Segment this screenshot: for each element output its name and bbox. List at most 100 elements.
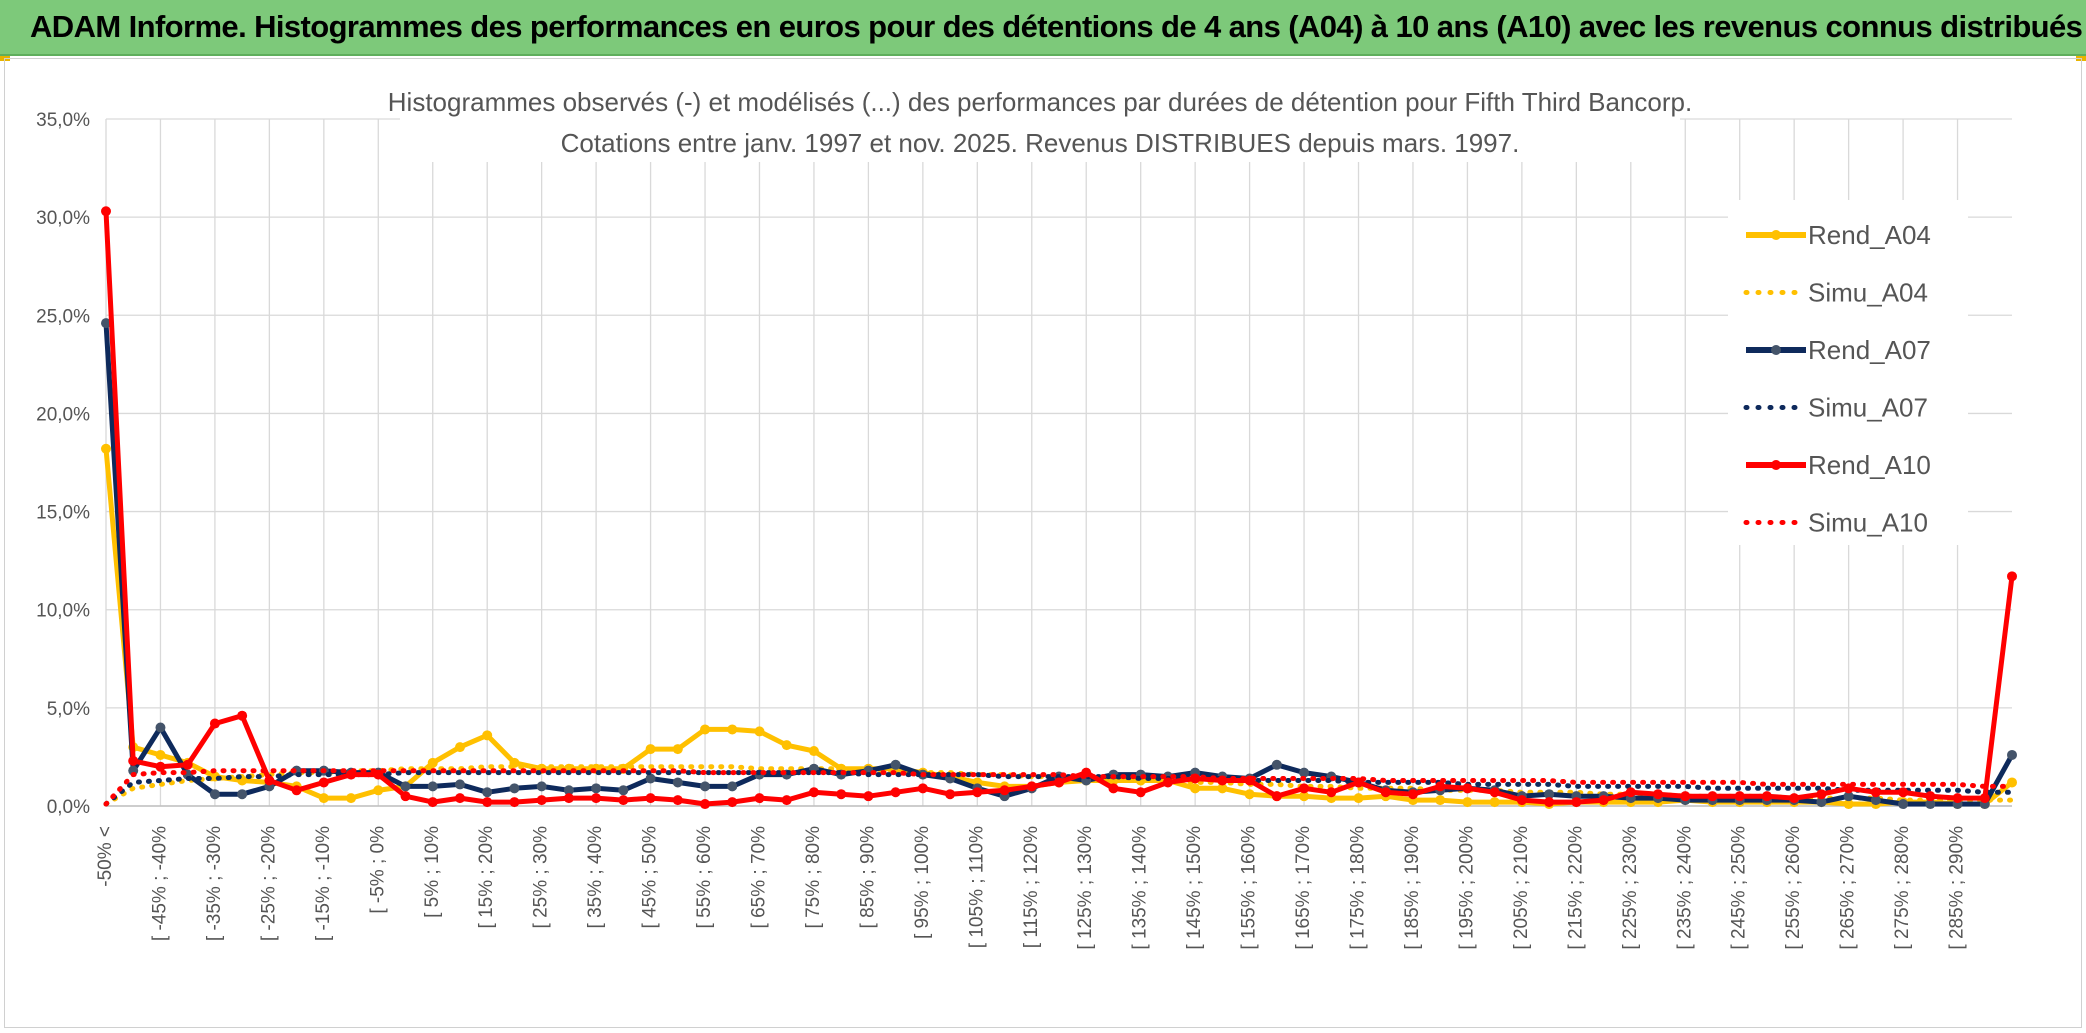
data-point	[1054, 777, 1064, 788]
x-tick-label: [ 155% ; 160%	[1239, 826, 1260, 950]
data-point	[1162, 777, 1173, 788]
data-point	[318, 777, 329, 788]
data-point	[454, 742, 465, 753]
series-layer	[101, 206, 2017, 810]
data-point	[727, 797, 738, 808]
legend-label: Rend_A07	[1808, 335, 1931, 365]
data-point	[1680, 791, 1691, 802]
data-point	[101, 318, 111, 329]
y-tick-label: 5,0%	[47, 699, 90, 720]
data-point	[700, 781, 711, 792]
x-tick-label: [ -25% ; -20%	[258, 826, 279, 941]
data-point	[427, 797, 438, 808]
series-line-rend_a07	[103, 322, 2015, 807]
data-point	[1925, 791, 1936, 802]
data-point	[1952, 793, 1963, 804]
x-tick-label: [ 125% ; 130%	[1075, 826, 1096, 950]
data-point	[346, 793, 357, 804]
data-point	[972, 787, 983, 798]
x-tick-label: [ 275% ; 280%	[1892, 826, 1913, 950]
x-tick-label: [ 255% ; 260%	[1783, 826, 1804, 950]
legend-marker	[1771, 345, 1781, 355]
x-tick-label: [ 285% ; 290%	[1947, 826, 1968, 950]
data-point	[264, 775, 275, 786]
data-point	[1407, 789, 1418, 800]
data-point	[1217, 783, 1228, 794]
x-tick-label: [ 245% ; 250%	[1729, 826, 1750, 950]
data-point	[2007, 777, 2017, 788]
data-point	[700, 799, 711, 810]
data-point	[1026, 781, 1037, 792]
data-point	[591, 793, 602, 804]
series-simu_a07	[103, 770, 2015, 807]
data-point	[1299, 783, 1310, 794]
data-point	[1271, 759, 1282, 770]
x-tick-label: [ 185% ; 190%	[1402, 826, 1423, 950]
series-simu_a10	[103, 768, 2015, 807]
data-point	[1707, 791, 1718, 802]
data-point	[645, 773, 656, 784]
data-point	[645, 793, 656, 804]
data-point	[1625, 787, 1636, 798]
data-point	[237, 710, 248, 721]
data-point	[1244, 789, 1255, 800]
data-point	[1544, 797, 1555, 808]
data-point	[808, 787, 819, 798]
y-tick-label: 10,0%	[36, 601, 90, 622]
data-point	[1598, 795, 1609, 806]
series-line-rend_a10	[103, 211, 2015, 807]
legend-item-simu_a10: Simu_A10	[1743, 508, 1928, 538]
x-tick-label: [ 35% ; 40%	[585, 826, 606, 929]
x-tick-label: [ 15% ; 20%	[476, 826, 497, 929]
data-point	[1271, 791, 1282, 802]
data-point	[1843, 799, 1854, 810]
chart-title-block: Histogrammes observés (-) et modélisés (…	[388, 80, 1692, 162]
data-point	[781, 795, 792, 806]
x-tick-label: [ 215% ; 220%	[1565, 826, 1586, 950]
x-tick-label: [ 25% ; 30%	[531, 826, 552, 929]
grid-lines	[105, 118, 2012, 807]
data-point	[1135, 787, 1146, 798]
data-point	[863, 791, 874, 802]
data-point	[373, 785, 384, 796]
x-tick-label: -50% <	[95, 826, 116, 887]
data-point	[454, 793, 465, 804]
page-title: ADAM Informe. Histogrammes des performan…	[30, 9, 2083, 44]
data-point	[1299, 767, 1310, 778]
data-point	[1979, 793, 1990, 804]
data-point	[1108, 783, 1119, 794]
y-tick-label: 0,0%	[47, 797, 90, 818]
data-point	[727, 781, 738, 792]
data-point	[128, 755, 139, 766]
x-tick-label: [ 175% ; 180%	[1348, 826, 1369, 950]
data-point	[482, 797, 493, 808]
data-point	[509, 783, 520, 794]
legend-marker	[1771, 230, 1781, 240]
data-point	[1326, 787, 1337, 798]
y-tick-label: 15,0%	[36, 503, 90, 524]
data-point	[1489, 787, 1500, 798]
y-tick-label: 30,0%	[36, 208, 90, 229]
x-tick-label: [ 85% ; 90%	[857, 826, 878, 929]
data-point	[318, 793, 329, 804]
data-point	[591, 783, 602, 794]
x-tick-label: [ -5% ; 0%	[367, 826, 388, 914]
data-point	[1816, 789, 1827, 800]
data-point	[1353, 793, 1364, 804]
x-tick-label: [ 5% ; 10%	[422, 826, 443, 918]
x-tick-label: [ 55% ; 60%	[694, 826, 715, 929]
data-point	[155, 722, 166, 733]
data-point	[209, 789, 220, 800]
x-tick-label: [ -15% ; -10%	[313, 826, 334, 941]
data-point	[1462, 797, 1473, 808]
data-point	[400, 791, 411, 802]
data-point	[509, 797, 520, 808]
data-point	[1516, 795, 1527, 806]
x-tick-label: [ 225% ; 230%	[1620, 826, 1641, 950]
data-point	[999, 785, 1010, 796]
data-point	[482, 730, 493, 741]
data-point	[1898, 787, 1909, 798]
data-point	[155, 761, 166, 772]
data-point	[672, 777, 683, 788]
